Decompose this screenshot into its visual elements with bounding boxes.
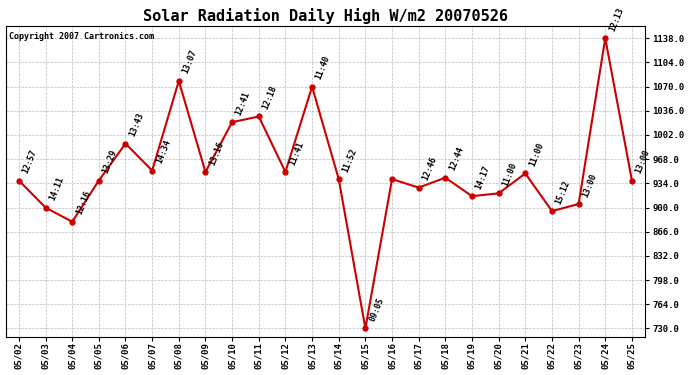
Text: 12:18: 12:18 <box>261 84 279 111</box>
Text: 13:16: 13:16 <box>208 140 226 166</box>
Text: 12:44: 12:44 <box>448 146 465 172</box>
Text: 11:41: 11:41 <box>288 140 305 166</box>
Text: 11:52: 11:52 <box>341 147 359 173</box>
Text: 15:12: 15:12 <box>554 179 572 206</box>
Text: 12:57: 12:57 <box>21 148 39 175</box>
Text: 12:41: 12:41 <box>234 90 252 117</box>
Text: 14:11: 14:11 <box>48 175 66 202</box>
Text: 14:17: 14:17 <box>474 164 492 190</box>
Text: 11:00: 11:00 <box>527 141 545 168</box>
Text: 13:00: 13:00 <box>581 172 598 198</box>
Text: 11:40: 11:40 <box>314 54 332 81</box>
Text: 09:05: 09:05 <box>368 296 385 323</box>
Text: 13:43: 13:43 <box>128 111 146 138</box>
Text: 11:00: 11:00 <box>501 161 518 188</box>
Text: 12:46: 12:46 <box>421 155 439 182</box>
Text: 13:07: 13:07 <box>181 49 199 75</box>
Text: 13:29: 13:29 <box>101 148 119 175</box>
Text: 12:16: 12:16 <box>75 189 92 216</box>
Text: 12:13: 12:13 <box>607 6 625 33</box>
Text: 14:34: 14:34 <box>155 138 172 165</box>
Text: Copyright 2007 Cartronics.com: Copyright 2007 Cartronics.com <box>9 32 154 41</box>
Text: 13:00: 13:00 <box>634 148 652 175</box>
Title: Solar Radiation Daily High W/m2 20070526: Solar Radiation Daily High W/m2 20070526 <box>143 8 508 24</box>
